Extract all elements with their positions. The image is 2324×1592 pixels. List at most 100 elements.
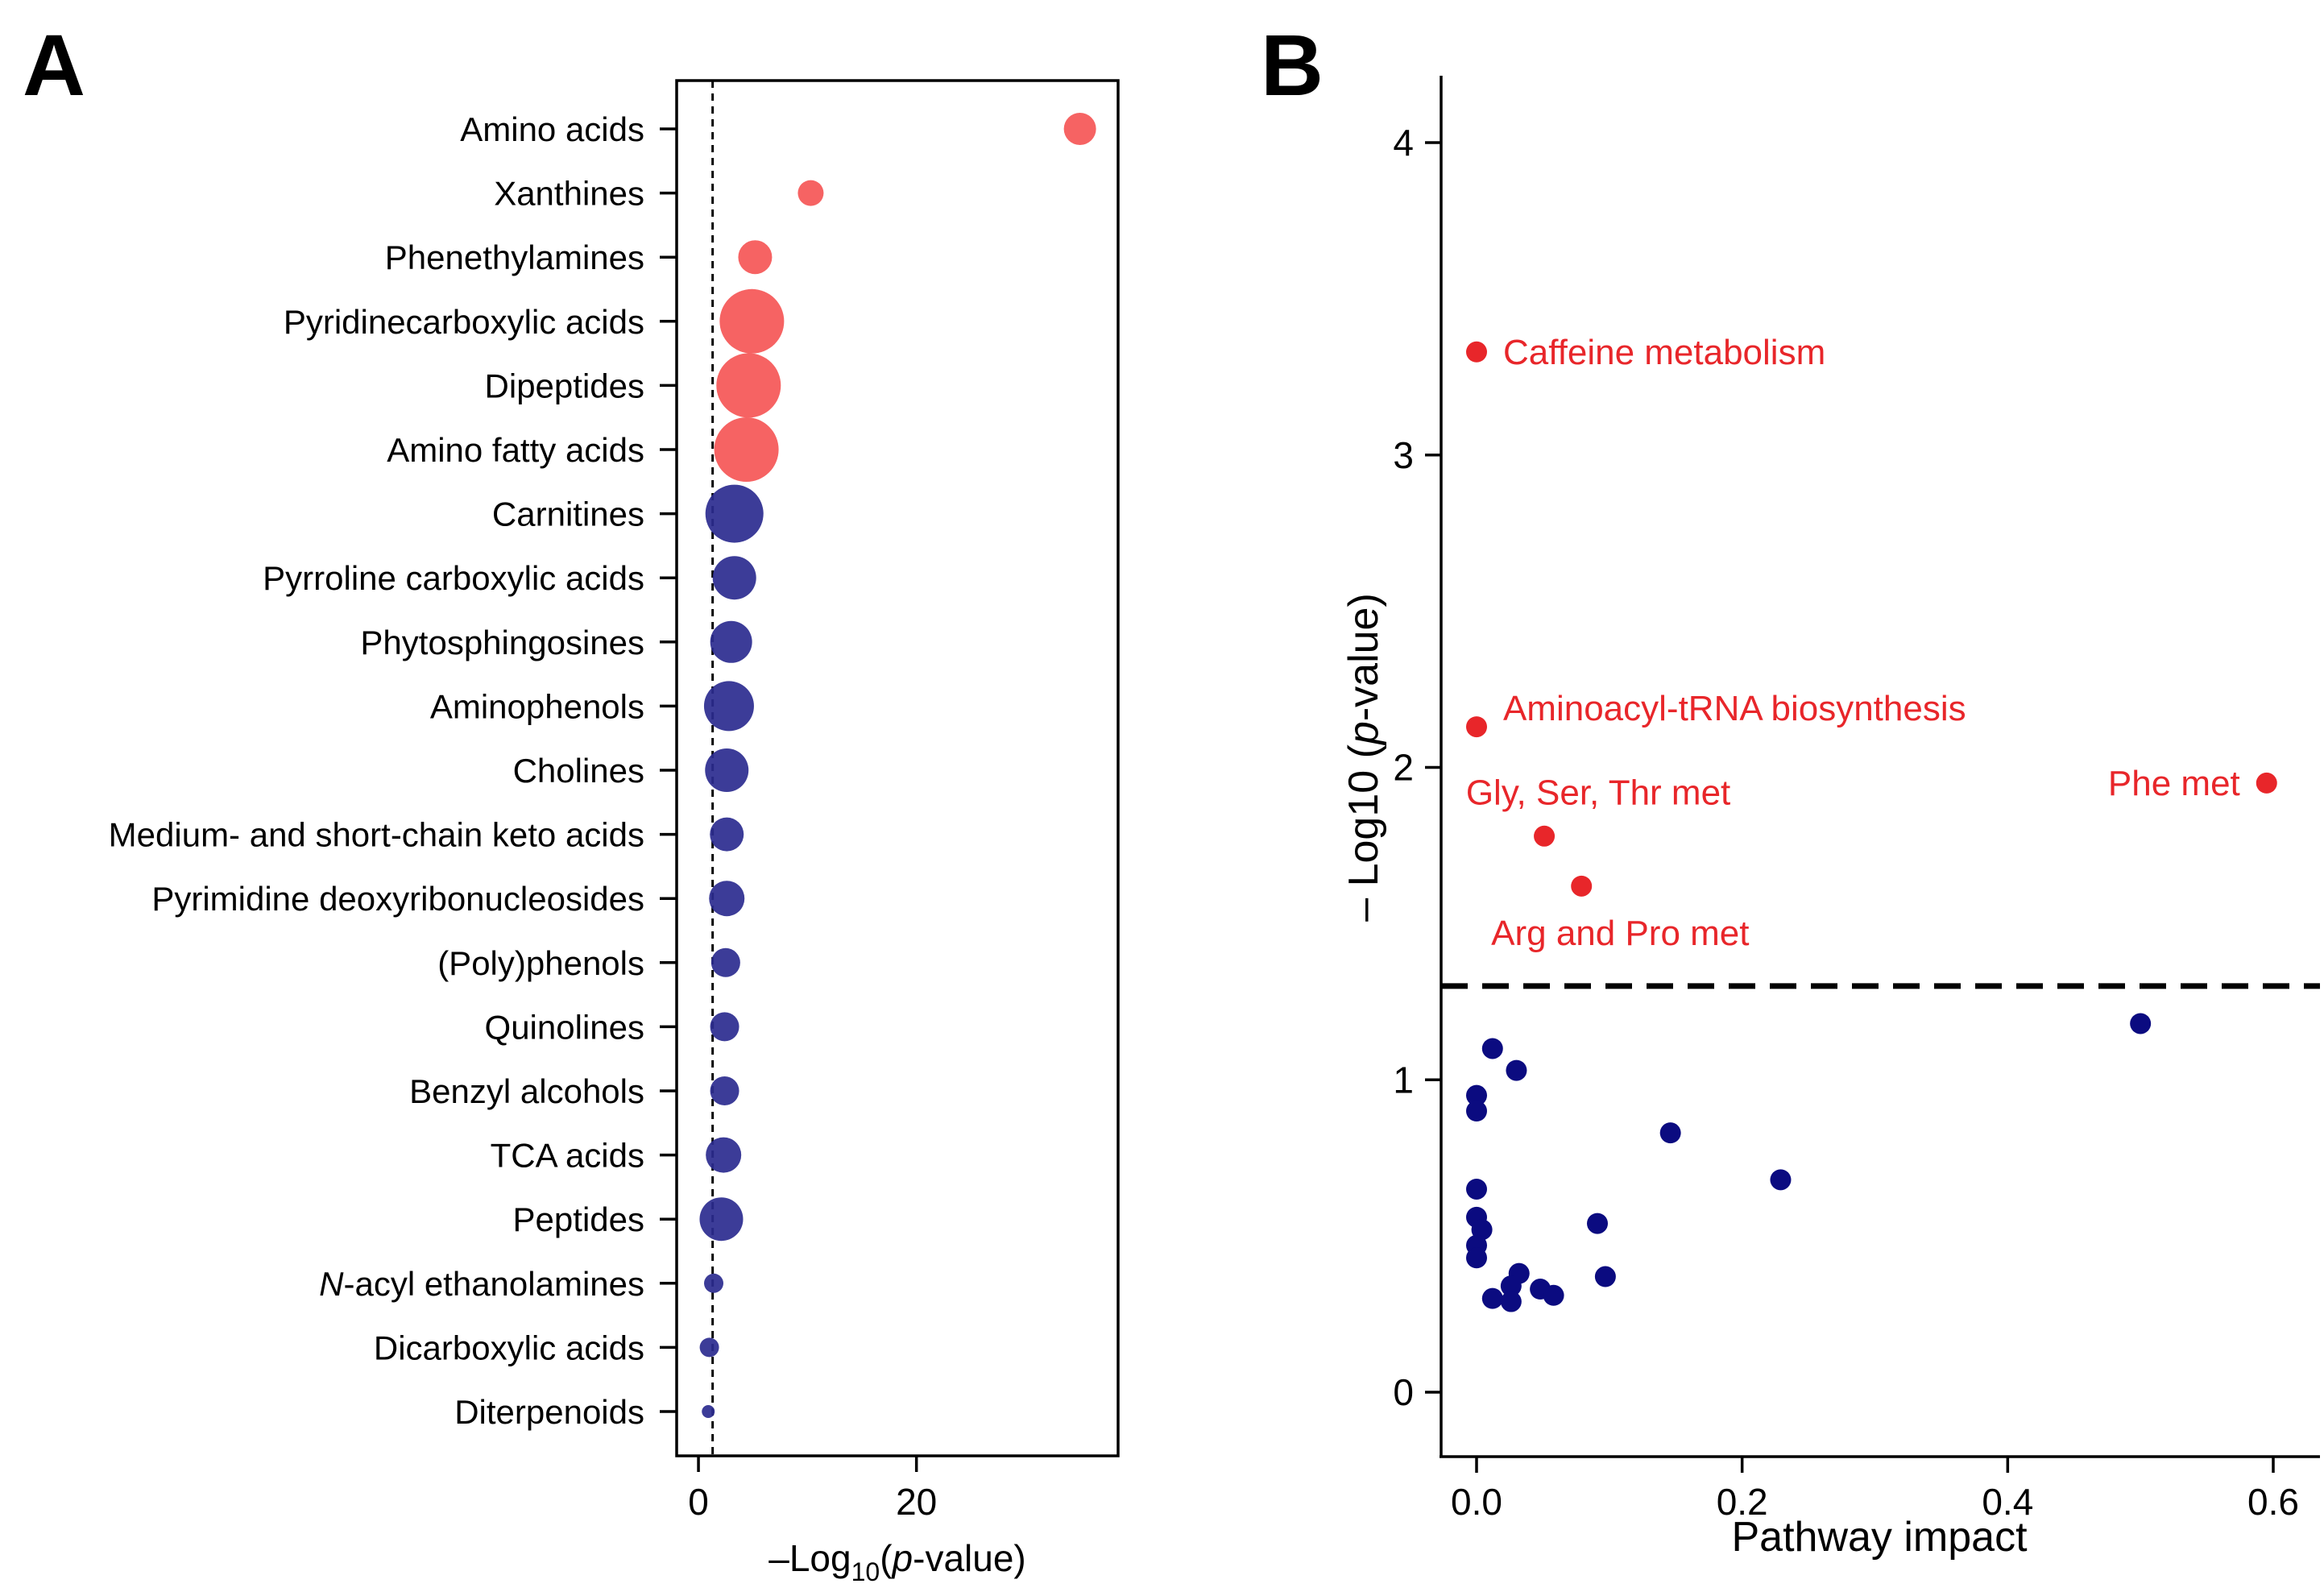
panel-a-point [716, 353, 781, 418]
panel-a-category-labels: Amino acids Xanthines Phenethylamines Pyrid… [109, 110, 644, 1431]
panel-b-point [2130, 1013, 2152, 1034]
panel-a-category-label: (Poly)phenols [437, 944, 644, 982]
panel-a-points [699, 113, 1096, 1418]
panel-a-point [699, 1337, 719, 1358]
panel-a-category-label: Xanthines [494, 175, 644, 213]
panel-b-significant-points: Caffeine metabolism Aminoacyl-tRNA biosyn… [1466, 333, 2277, 953]
panel-b-x-tick-label: 0.2 [1717, 1481, 1768, 1523]
panel-b-significant-point [1571, 875, 1593, 897]
panel-b-point [1770, 1169, 1792, 1191]
panel-b-point [1500, 1291, 1522, 1312]
panel-b-y-axis-title: – Log10 (p-value) [1340, 593, 1387, 922]
panel-b-ylabel-suffix: -value) [1340, 593, 1387, 721]
panel-b-point [1586, 1213, 1608, 1234]
panel-b-point [1500, 1275, 1522, 1297]
panel-a-letter: A [23, 16, 85, 114]
panel-a-category-label: Cholines [513, 752, 644, 790]
panel-a-point [719, 288, 785, 354]
panel-a-ticks [660, 127, 677, 1413]
panel-a: A Amino acids Xanthines Phenethylamines Pyr… [23, 16, 1120, 1586]
panel-b-y-tick-label: 4 [1393, 122, 1414, 164]
panel-a-point [710, 1076, 739, 1105]
panel-a-x-ticks: 0 20 [688, 1456, 937, 1523]
panel-b-points [1466, 1013, 2152, 1312]
panel-a-category-label: Medium- and short-chain keto acids [109, 816, 644, 854]
panel-a-category-label: Dicarboxylic acids [374, 1329, 644, 1366]
panel-a-point [714, 417, 779, 482]
panel-b-point-label: Arg and Pro met [1491, 914, 1749, 953]
panel-a-point [710, 1012, 739, 1042]
panel-a-category-label: Amino acids [460, 110, 644, 148]
panel-b-point-label: Phe met [2108, 764, 2240, 803]
panel-a-category-label: Benzyl alcohols [409, 1072, 644, 1110]
panel-b-x-ticks: 0.0 0.2 0.4 0.6 [1451, 1457, 2299, 1523]
panel-a-frame [675, 79, 1120, 1457]
panel-a-category-label: TCA acids [491, 1137, 644, 1175]
panel-a-point [797, 180, 824, 206]
panel-a-category-label-italic: N [319, 1265, 344, 1303]
panel-b-y-tick-label: 1 [1393, 1059, 1414, 1101]
panel-a-point [710, 620, 752, 663]
panel-a-point [710, 947, 740, 977]
panel-b-x-tick-label: 0.6 [2247, 1481, 2299, 1523]
panel-b-point [1481, 1038, 1503, 1059]
panel-a-point [702, 1405, 715, 1418]
panel-b-significant-point [1466, 716, 1487, 738]
panel-a-category-label: Pyrimidine deoxyribonucleosides [151, 880, 644, 918]
panel-a-category-label: Phytosphingosines [360, 624, 644, 661]
panel-b-point [1506, 1059, 1527, 1081]
panel-b-ylabel-italic: p [1340, 721, 1387, 746]
panel-a-xlabel-prefix: –Log [768, 1537, 851, 1579]
panel-b-point [1466, 1178, 1487, 1200]
panel-b-point [1466, 1247, 1487, 1269]
panel-a-category-label: Amino fatty acids [387, 431, 644, 469]
panel-a-category-label: Carnitines [492, 495, 644, 533]
panel-a-point [738, 240, 773, 275]
panel-a-category-label: Pyrroline carboxylic acids [263, 559, 644, 597]
panel-a-point [703, 681, 754, 732]
panel-a-category-label: N-acyl ethanolamines [319, 1265, 644, 1303]
panel-a-xlabel-mid: ( [880, 1537, 893, 1579]
panel-b-point [1466, 1101, 1487, 1122]
panel-a-xlabel-suffix: -value) [913, 1537, 1026, 1579]
panel-a-category-label: Peptides [513, 1200, 644, 1238]
panel-a-category-label: Aminophenols [430, 687, 644, 725]
panel-b-x-tick-label: 0.0 [1451, 1481, 1502, 1523]
panel-a-category-label: Dipeptides [485, 367, 644, 404]
panel-b-point [1466, 1084, 1487, 1106]
panel-b-letter: B [1261, 16, 1324, 114]
panel-a-point [712, 556, 756, 600]
panel-b-point [1481, 1287, 1503, 1309]
panel-b-significant-point [1466, 341, 1487, 363]
panel-b-point [1594, 1266, 1616, 1287]
panel-b-y-tick-label: 2 [1393, 747, 1414, 789]
panel-a-xlabel-italic: p [891, 1537, 913, 1579]
panel-a-x-axis-title: –Log10(p-value) [768, 1537, 1025, 1586]
panel-a-x-tick-label: 0 [688, 1481, 709, 1523]
panel-a-category-label-rest: -acyl ethanolamines [343, 1265, 644, 1303]
panel-a-category-label: Diterpenoids [454, 1393, 644, 1431]
panel-a-category-label: Pyridinecarboxylic acids [284, 303, 644, 341]
panel-a-category-label: Quinolines [485, 1008, 644, 1046]
panel-b-significant-point [1534, 825, 1556, 847]
panel-a-category-label: Phenethylamines [385, 238, 644, 276]
panel-a-point [705, 748, 749, 792]
panel-a-point [705, 484, 764, 543]
panel-b-ylabel-prefix: – Log10 ( [1340, 744, 1387, 921]
panel-b-point [1543, 1284, 1564, 1306]
panel-a-point [710, 817, 744, 852]
panel-a-point [704, 1273, 724, 1293]
panel-b: B 0 1 2 3 4 0.0 0.2 0.4 0.6 Caffeine metabolism… [1261, 16, 2320, 1561]
panel-b-x-tick-label: 0.4 [1982, 1481, 2033, 1523]
panel-a-point [709, 881, 745, 917]
panel-b-x-axis-title: Pathway impact [1731, 1514, 2028, 1561]
panel-a-point [706, 1137, 742, 1173]
panel-a-x-tick-label: 20 [896, 1481, 937, 1523]
panel-b-point-label: Aminoacyl-tRNA biosynthesis [1503, 689, 1966, 728]
panel-b-y-ticks: 0 1 2 3 4 [1393, 122, 1441, 1413]
panel-a-xlabel-sub: 10 [851, 1557, 880, 1586]
panel-b-point [1659, 1122, 1681, 1144]
panel-b-significant-point [2256, 772, 2277, 794]
panel-b-point-label: Caffeine metabolism [1503, 333, 1825, 372]
